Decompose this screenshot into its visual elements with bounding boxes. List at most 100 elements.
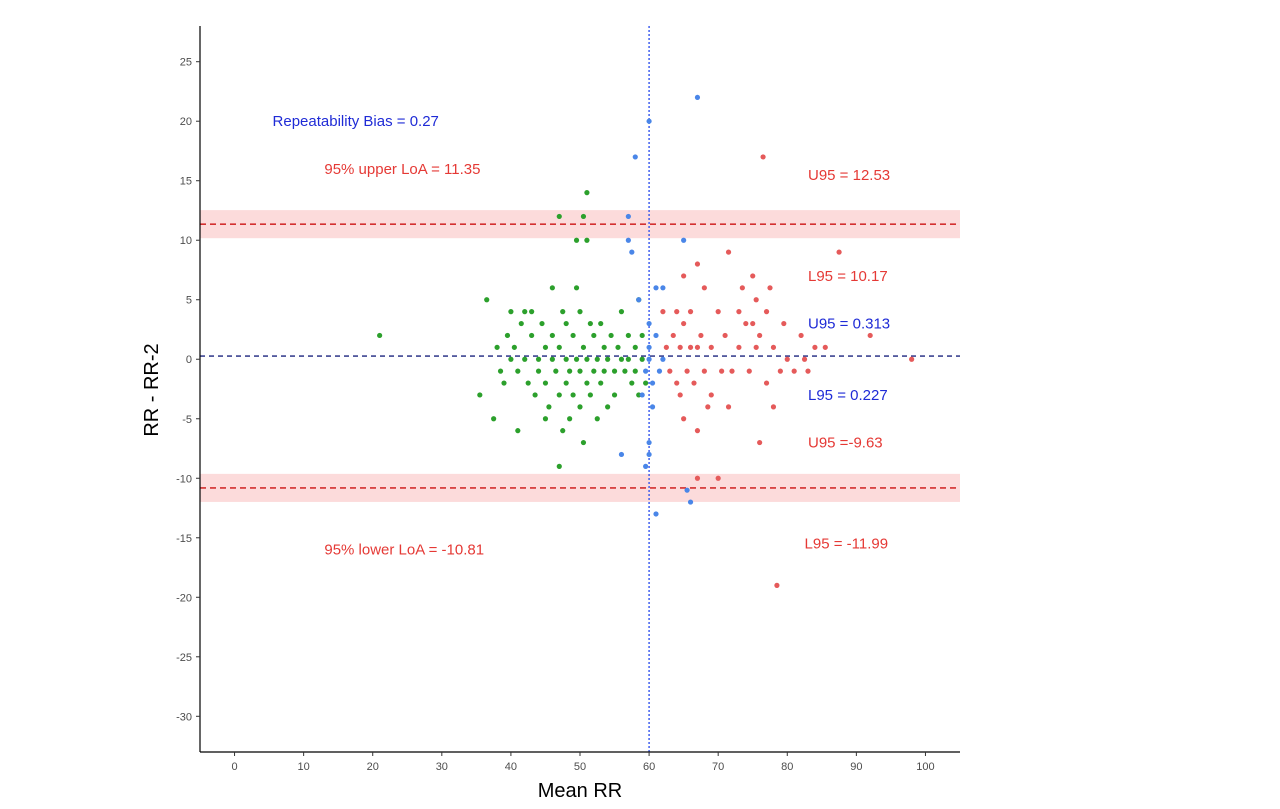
annotation-label: L95 = -11.99 — [805, 536, 889, 553]
data-point-green — [577, 404, 583, 410]
data-point-red — [722, 332, 728, 339]
data-point-red — [694, 475, 701, 481]
data-point-green — [598, 320, 604, 327]
data-point-green — [570, 332, 576, 339]
data-point-red — [791, 368, 797, 374]
data-point-green — [605, 356, 611, 362]
data-point-blue — [625, 237, 631, 243]
x-tick-label: 100 — [916, 761, 934, 773]
data-point-red — [770, 404, 777, 410]
data-point-blue — [646, 320, 652, 327]
data-point-blue — [660, 285, 666, 291]
data-point-green — [515, 428, 521, 434]
y-tick-label: -30 — [176, 711, 192, 723]
data-point-green — [584, 380, 590, 386]
data-point-green — [594, 416, 600, 422]
y-tick-label: -20 — [176, 592, 192, 604]
data-point-green — [601, 344, 607, 350]
data-point-red — [681, 416, 687, 422]
data-point-red — [798, 332, 804, 339]
data-point-green — [560, 309, 566, 315]
data-point-green — [563, 320, 569, 327]
data-point-green — [625, 332, 631, 339]
annotation-label: U95 =-9.63 — [808, 435, 883, 452]
data-point-green — [508, 309, 514, 315]
data-point-blue — [694, 94, 701, 101]
y-ticks: 25 20 15 10 5 0 -5 -10 -15 -20 -25 -30 — [176, 57, 200, 723]
data-point-green — [573, 285, 580, 291]
data-point-green — [546, 404, 552, 410]
data-point-red — [750, 320, 756, 327]
data-point-blue — [618, 451, 625, 458]
data-point-green — [580, 344, 587, 350]
data-point-blue — [653, 285, 659, 291]
data-point-green — [611, 392, 618, 398]
data-point-green — [605, 404, 611, 410]
data-point-green — [549, 285, 555, 291]
data-point-blue — [649, 380, 656, 386]
data-point-green — [632, 368, 638, 374]
data-point-blue — [646, 356, 652, 362]
data-point-green — [484, 297, 490, 303]
data-point-green — [504, 332, 511, 339]
data-point-red — [736, 309, 742, 315]
x-tick-label: 90 — [850, 761, 862, 773]
data-point-green — [525, 380, 531, 386]
y-tick-label: 5 — [186, 295, 192, 307]
annotation-label: Repeatability Bias = 0.27 — [273, 113, 439, 130]
data-point-blue — [646, 118, 652, 124]
data-point-green — [497, 368, 504, 374]
data-point-blue — [629, 249, 635, 255]
data-point-red — [694, 428, 701, 434]
data-point-red — [663, 344, 669, 350]
reference-lines — [200, 26, 960, 752]
x-tick-label: 20 — [367, 761, 379, 773]
data-point-green — [515, 368, 521, 374]
data-point-red — [763, 309, 770, 315]
annotations: Repeatability Bias = 0.27 95% upper LoA =… — [273, 113, 891, 558]
data-point-blue — [646, 451, 652, 458]
data-point-red — [774, 582, 780, 588]
data-point-red — [867, 332, 873, 339]
data-point-blue — [643, 463, 649, 469]
data-point-blue — [636, 297, 642, 303]
data-point-red — [698, 332, 704, 339]
data-point-red — [757, 439, 763, 446]
data-point-red — [725, 404, 732, 410]
data-point-green — [639, 356, 645, 362]
data-point-red — [701, 285, 707, 291]
data-point-red — [784, 356, 790, 362]
data-point-green — [563, 356, 569, 362]
annotation-label: 95% lower LoA = -10.81 — [324, 542, 484, 559]
data-point-red — [836, 249, 842, 255]
data-point-red — [687, 309, 694, 315]
data-point-blue — [687, 499, 694, 505]
data-point-green — [542, 344, 549, 350]
annotation-label: U95 = 12.53 — [808, 167, 890, 184]
data-point-green — [529, 332, 535, 339]
data-point-red — [763, 380, 770, 386]
data-point-green — [491, 416, 497, 422]
x-tick-label: 10 — [298, 761, 310, 773]
data-point-red — [753, 297, 759, 303]
data-point-green — [477, 392, 483, 398]
data-point-green — [542, 380, 549, 386]
data-point-green — [511, 344, 517, 350]
x-tick-label: 50 — [574, 761, 586, 773]
data-point-green — [573, 356, 580, 362]
y-tick-label: 20 — [180, 116, 192, 128]
data-point-green — [632, 344, 638, 350]
data-point-red — [750, 273, 756, 279]
data-point-red — [701, 368, 707, 374]
data-point-red — [660, 309, 666, 315]
data-point-blue — [646, 344, 652, 350]
data-point-red — [739, 285, 745, 291]
x-tick-label: 40 — [505, 761, 517, 773]
data-point-red — [805, 368, 811, 374]
data-point-red — [674, 380, 680, 386]
data-point-blue — [646, 439, 652, 446]
data-point-red — [736, 344, 742, 350]
annotation-label: 95% upper LoA = 11.35 — [324, 161, 480, 178]
data-point-blue — [660, 356, 666, 362]
data-point-blue — [625, 213, 631, 220]
